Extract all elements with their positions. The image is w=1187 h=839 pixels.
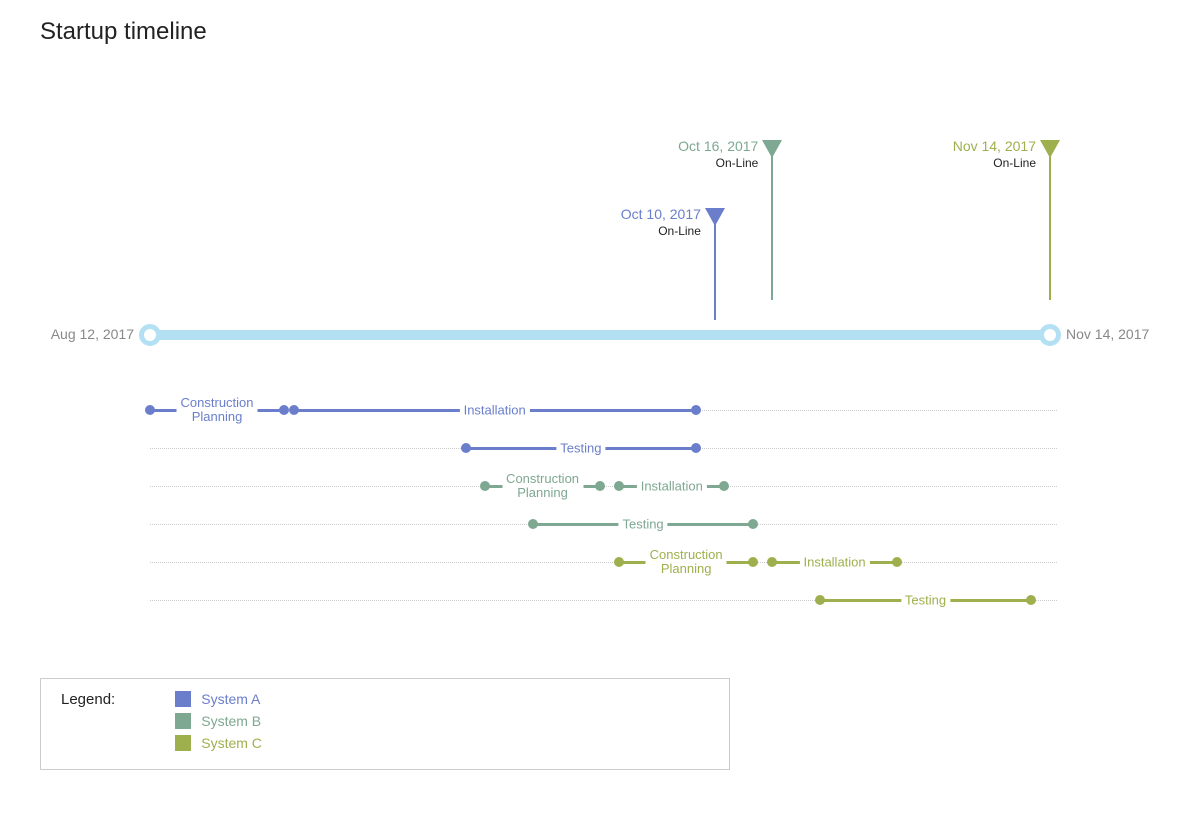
chart-title: Startup timeline [40, 18, 207, 46]
task-label: Installation [637, 479, 707, 494]
task-endpoint-dot [279, 405, 289, 415]
legend-label: System A [201, 691, 260, 707]
task-label: ConstructionPlanning [646, 548, 727, 576]
task-endpoint-dot [595, 481, 605, 491]
milestone-sub: On-Line [658, 224, 701, 238]
task-endpoint-dot [691, 405, 701, 415]
milestone-date: Oct 10, 2017 [621, 206, 701, 222]
task-endpoint-dot [748, 557, 758, 567]
legend-item: System C [175, 735, 262, 751]
milestone-line [1049, 152, 1051, 300]
legend-swatch [175, 735, 191, 751]
milestone-marker-icon [762, 140, 782, 158]
milestone-date: Nov 14, 2017 [953, 138, 1036, 154]
legend-swatch [175, 691, 191, 707]
task-endpoint-dot [748, 519, 758, 529]
legend-title: Legend: [61, 691, 115, 708]
timeline-start-endpoint [139, 324, 161, 346]
legend: Legend: System A System B System C [40, 678, 730, 770]
task-endpoint-dot [892, 557, 902, 567]
timeline-end-endpoint [1039, 324, 1061, 346]
task-label: Testing [618, 517, 667, 532]
task-endpoint-dot [1026, 595, 1036, 605]
task-label: ConstructionPlanning [177, 396, 258, 424]
task-label: Testing [901, 593, 950, 608]
milestone-line [771, 152, 773, 300]
task-endpoint-dot [461, 443, 471, 453]
milestone-line [714, 220, 716, 320]
task-label: Testing [556, 441, 605, 456]
milestone-date: Oct 16, 2017 [678, 138, 758, 154]
legend-items: System A System B System C [175, 691, 262, 757]
milestone-sub: On-Line [716, 156, 759, 170]
milestone-marker-icon [1040, 140, 1060, 158]
legend-swatch [175, 713, 191, 729]
timeline-start-label: Aug 12, 2017 [51, 326, 134, 342]
legend-label: System B [201, 713, 261, 729]
timeline-chart: Startup timeline Aug 12, 2017 Nov 14, 201… [0, 0, 1187, 660]
task-endpoint-dot [614, 557, 624, 567]
legend-label: System C [201, 735, 262, 751]
timeline-end-label: Nov 14, 2017 [1066, 326, 1149, 342]
task-endpoint-dot [145, 405, 155, 415]
task-row-guideline [150, 562, 1057, 563]
task-endpoint-dot [767, 557, 777, 567]
legend-item: System B [175, 713, 262, 729]
task-endpoint-dot [289, 405, 299, 415]
task-label: Installation [799, 555, 869, 570]
task-endpoint-dot [691, 443, 701, 453]
milestone-marker-icon [705, 208, 725, 226]
task-endpoint-dot [719, 481, 729, 491]
task-label: Installation [460, 403, 530, 418]
task-endpoint-dot [528, 519, 538, 529]
task-endpoint-dot [815, 595, 825, 605]
task-label: ConstructionPlanning [502, 472, 583, 500]
milestone-sub: On-Line [993, 156, 1036, 170]
task-endpoint-dot [480, 481, 490, 491]
timeline-axis [150, 330, 1050, 340]
legend-item: System A [175, 691, 262, 707]
task-endpoint-dot [614, 481, 624, 491]
